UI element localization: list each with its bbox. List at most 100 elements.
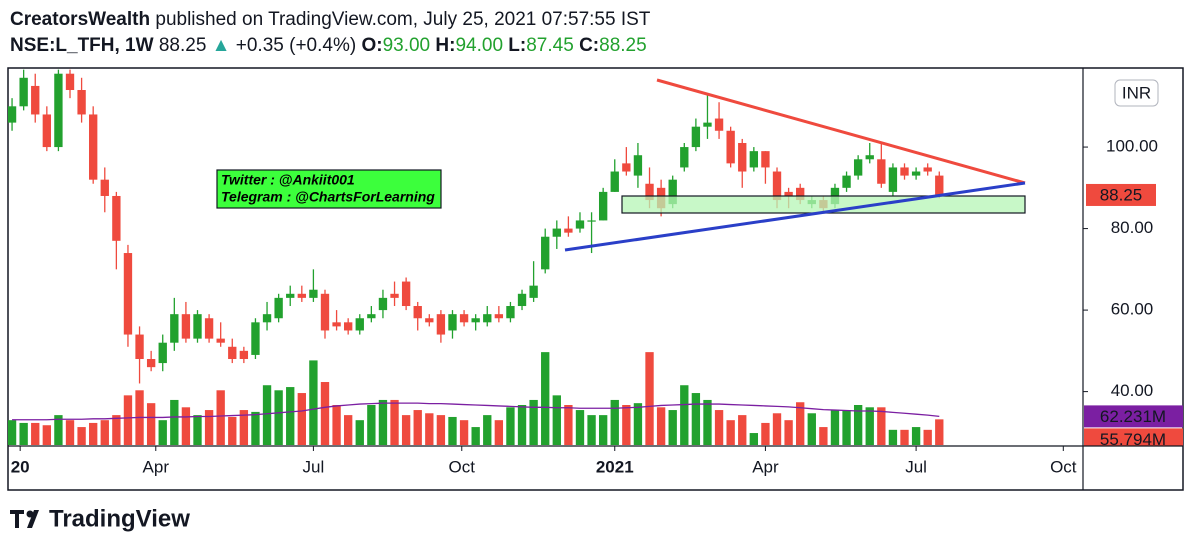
candle-body	[471, 318, 480, 323]
candle-body	[367, 314, 376, 319]
candle-body	[494, 314, 504, 319]
high-value: 94.00	[455, 35, 503, 56]
candle-body	[228, 346, 237, 360]
logo-dot	[26, 510, 34, 518]
annotation-box	[216, 169, 442, 209]
candle-body	[54, 73, 63, 148]
brand-logo: TradingView	[10, 505, 190, 532]
candle-body	[633, 155, 643, 176]
volume-bar	[726, 420, 735, 445]
candle-body	[784, 191, 793, 196]
candle-body	[935, 175, 944, 195]
change: +0.35 (+0.4%)	[236, 35, 356, 56]
candle-body	[552, 228, 561, 237]
candle-body	[865, 155, 874, 160]
volume-bar	[935, 419, 944, 445]
volume-bar	[31, 422, 40, 445]
support-zone	[621, 195, 1026, 214]
volume-ma-line	[12, 402, 940, 421]
volume-bar	[564, 405, 573, 445]
volume-bar	[355, 420, 364, 445]
candle-body	[888, 167, 898, 192]
candle-body	[726, 130, 735, 164]
volume-bar	[216, 390, 225, 445]
volume-bar	[656, 407, 666, 445]
candle-body	[390, 293, 399, 298]
currency-button[interactable]	[1114, 79, 1159, 107]
volume-bar	[853, 405, 863, 445]
candle-body	[529, 285, 538, 298]
candle-body	[309, 289, 318, 298]
candle-body	[900, 167, 909, 176]
logo-t	[10, 510, 24, 528]
volume-bar	[598, 415, 608, 445]
candle-body	[517, 293, 527, 307]
volume-bar	[170, 399, 179, 445]
x-tick-label: Apr	[143, 457, 170, 476]
candle-body	[796, 187, 805, 201]
candle-body	[459, 314, 469, 323]
candle-body	[112, 195, 121, 241]
volume-label: 55.794M	[1100, 430, 1166, 449]
volume-bar	[228, 416, 237, 445]
volume-bar	[146, 403, 156, 445]
candle-body	[286, 293, 295, 298]
volume-bar	[517, 405, 527, 445]
volume-bar	[413, 410, 422, 445]
low-value: 87.45	[526, 35, 574, 56]
annotation-text: Telegram : @ChartsForLearning	[221, 189, 435, 205]
volume-bar	[459, 420, 469, 445]
candle-body	[761, 151, 770, 168]
volume-bar	[390, 399, 399, 445]
volume-bar	[332, 405, 341, 445]
volume-bar	[274, 390, 283, 445]
volume-bar	[645, 352, 654, 445]
candle-body	[436, 314, 446, 335]
volume-bar	[309, 360, 318, 445]
candle-body	[19, 77, 28, 107]
logo-v	[27, 510, 39, 528]
volume-bar	[610, 399, 619, 445]
close-value: 88.25	[599, 35, 647, 56]
volume-bar	[703, 399, 712, 445]
volume-bar	[865, 407, 874, 445]
volume-bar	[622, 405, 631, 445]
volume-bar	[506, 407, 515, 445]
x-tick-label: Jul	[303, 457, 325, 476]
time-axis: 20 Apr Jul Oct 2021 Apr Jul Oct	[11, 446, 1077, 476]
candle-body	[8, 106, 17, 123]
volume-bar	[54, 415, 63, 445]
volume-bar	[541, 352, 550, 445]
candle-body	[923, 167, 932, 172]
x-tick-label: Oct	[449, 457, 476, 476]
open-label: O:	[361, 35, 382, 56]
candle-body	[158, 342, 167, 364]
candle-body	[483, 314, 492, 323]
volume-bar	[65, 420, 75, 445]
annotation-text: Twitter : @Ankiit001	[221, 172, 355, 188]
price-axis: 40.00 60.00 80.00 100.00 88.25 62.231M 55.794M	[1083, 137, 1183, 449]
volume-bar	[784, 420, 793, 445]
volume-label-group: 55.794M	[1084, 428, 1183, 449]
currency: INR	[1122, 83, 1151, 102]
volume-bar	[552, 395, 561, 445]
volume-bar	[738, 415, 747, 445]
candle-body	[181, 314, 191, 339]
volume-bar	[587, 415, 596, 445]
volume-bar	[819, 427, 828, 445]
time-axis-bg	[9, 446, 1082, 489]
volume-bar	[471, 427, 480, 445]
volume-bar	[436, 415, 446, 445]
volume-bar	[796, 402, 805, 445]
volume-bar	[425, 413, 434, 445]
candle-body	[877, 159, 886, 184]
y-tick-label: 80.00	[1111, 218, 1154, 237]
brand: TradingView	[49, 505, 190, 532]
volume-bar	[297, 393, 306, 445]
candle-body	[680, 147, 689, 168]
volume-bar	[158, 420, 167, 445]
resistance-trendline	[656, 78, 1026, 185]
candle-body	[100, 179, 109, 196]
candle-body	[251, 322, 260, 355]
candle-body	[738, 142, 747, 172]
